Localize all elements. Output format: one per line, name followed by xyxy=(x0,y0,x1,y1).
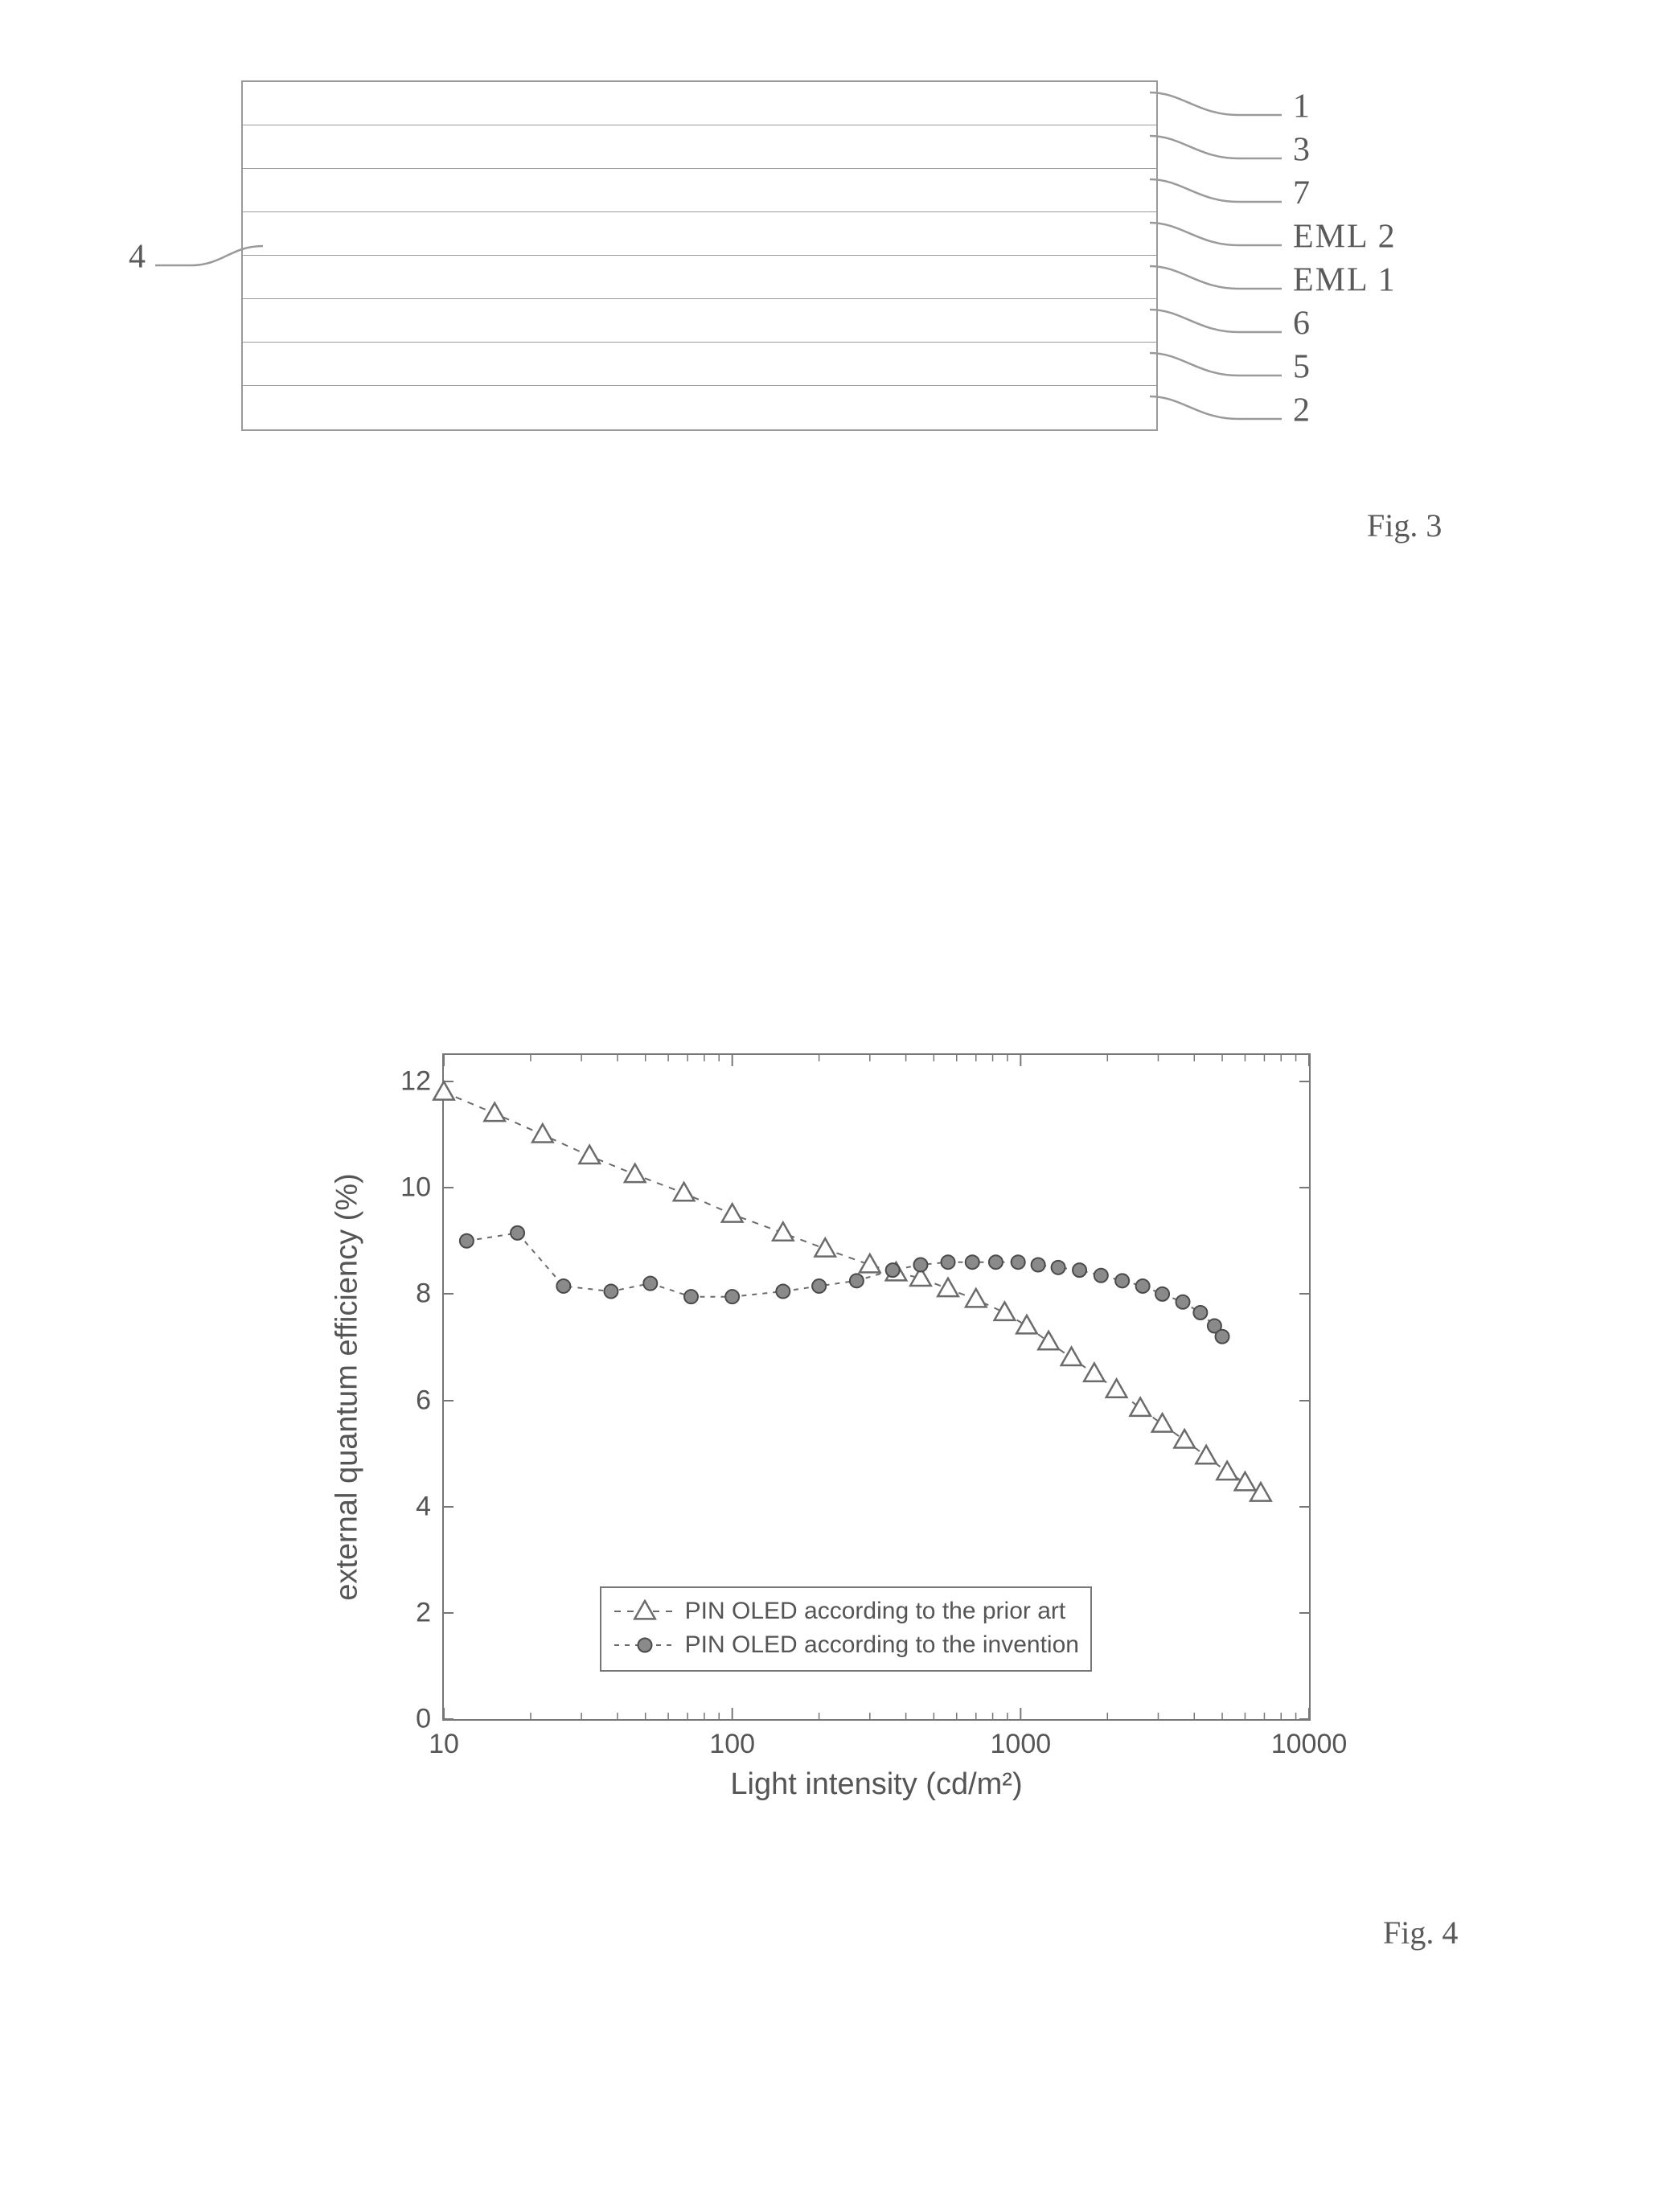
layer-label: 7 xyxy=(1150,171,1311,213)
fig3-container: 137EML 2EML 1652 4 xyxy=(129,80,1496,531)
x-axis-label: Light intensity (cd/m²) xyxy=(730,1767,1022,1802)
diagram-layer xyxy=(243,212,1156,256)
fig4-caption: Fig. 4 xyxy=(1383,1914,1458,1951)
legend-label: PIN OLED according to the invention xyxy=(685,1628,1079,1662)
fig3-left-label: 4 xyxy=(129,235,263,277)
x-tick-label: 10 xyxy=(429,1719,459,1760)
y-axis-label: external quantum efficiency (%) xyxy=(330,1173,365,1601)
layer-label: 5 xyxy=(1150,345,1311,387)
y-tick-label: 10 xyxy=(400,1172,444,1204)
diagram-layer xyxy=(243,169,1156,212)
chart-plot-area: external quantum efficiency (%) Light in… xyxy=(442,1053,1311,1721)
legend-item: PIN OLED according to the invention xyxy=(613,1628,1079,1662)
y-tick-label: 6 xyxy=(416,1385,444,1416)
x-tick-label: 10000 xyxy=(1271,1719,1348,1760)
diagram-layer xyxy=(243,82,1156,125)
layer-label: 6 xyxy=(1150,302,1311,343)
layer-stack-diagram xyxy=(241,80,1158,431)
x-tick-label: 100 xyxy=(709,1719,755,1760)
diagram-layer xyxy=(243,299,1156,343)
fig4-container: external quantum efficiency (%) Light in… xyxy=(289,1029,1367,1849)
chart-legend: PIN OLED according to the prior artPIN O… xyxy=(600,1586,1092,1672)
y-tick-label: 8 xyxy=(416,1278,444,1310)
legend-item: PIN OLED according to the prior art xyxy=(613,1594,1079,1628)
x-tick-label: 1000 xyxy=(991,1719,1052,1760)
layer-label: 1 xyxy=(1150,84,1311,126)
layer-label: 2 xyxy=(1150,388,1311,430)
layer-label: EML 1 xyxy=(1150,258,1397,300)
diagram-layer xyxy=(243,256,1156,299)
y-tick-label: 4 xyxy=(416,1491,444,1522)
diagram-layer xyxy=(243,386,1156,429)
page: 137EML 2EML 1652 4 Fig. 3 external quant… xyxy=(0,0,1658,2212)
diagram-layer xyxy=(243,125,1156,169)
legend-label: PIN OLED according to the prior art xyxy=(685,1594,1066,1628)
y-tick-label: 2 xyxy=(416,1597,444,1628)
layer-label: EML 2 xyxy=(1150,215,1397,256)
fig3-caption: Fig. 3 xyxy=(1367,507,1442,544)
diagram-layer xyxy=(243,343,1156,386)
layer-label: 3 xyxy=(1150,128,1311,170)
